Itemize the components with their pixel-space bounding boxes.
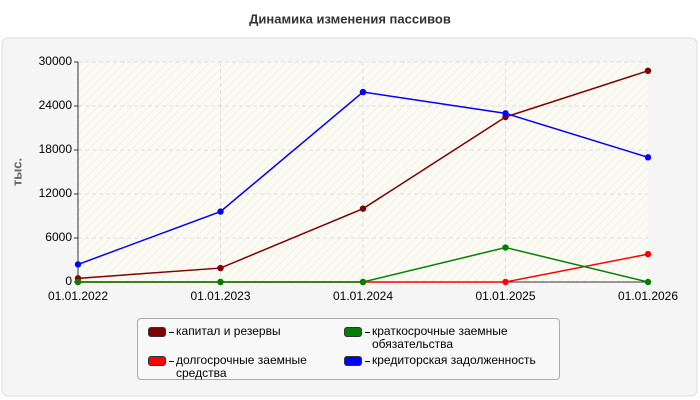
data-point <box>502 278 509 286</box>
legend-dash <box>365 332 370 333</box>
legend-label: капитал и резервы <box>176 324 281 338</box>
legend-dash <box>169 332 174 333</box>
legend-item: кредиторская задолженность <box>344 354 556 380</box>
data-point <box>502 244 509 251</box>
y-tick-label: 24000 <box>39 98 73 112</box>
data-point <box>217 278 224 286</box>
legend-dash <box>169 361 174 362</box>
data-point <box>644 154 652 161</box>
x-tick-label: 01.01.2023 <box>190 289 250 303</box>
data-point <box>217 208 224 215</box>
legend-item: долгосрочные заемные средства <box>148 354 344 380</box>
legend-label: долгосрочные заемные средства <box>176 353 307 380</box>
data-point <box>359 278 367 286</box>
y-tick-label: 18000 <box>39 142 73 156</box>
x-tick-label: 01.01.2025 <box>475 289 535 303</box>
y-tick-label: 6000 <box>45 230 72 244</box>
legend-swatch <box>148 356 166 366</box>
legend-item: краткосрочные заемные обязательства <box>344 325 556 351</box>
x-tick-label: 01.01.2022 <box>48 289 108 303</box>
y-tick-label: 0 <box>65 274 72 288</box>
legend: капитал и резервы краткосрочные заемные о… <box>137 318 560 380</box>
data-point <box>74 261 82 268</box>
chart-title: Динамика изменения пассивов <box>249 11 451 26</box>
data-point <box>644 278 652 286</box>
y-tick-label: 30000 <box>39 54 73 68</box>
y-tick-label: 12000 <box>39 186 73 200</box>
data-point <box>74 278 82 286</box>
data-point <box>644 250 652 258</box>
legend-label: кредиторская задолженность <box>372 353 536 367</box>
data-point <box>502 110 509 117</box>
data-point <box>359 88 367 96</box>
x-tick-label: 01.01.2024 <box>333 289 393 303</box>
data-point <box>359 205 367 212</box>
legend-label: краткосрочные заемные обязательства <box>372 324 508 351</box>
legend-swatch <box>344 327 362 337</box>
y-axis-label: тыс. <box>9 158 24 186</box>
data-point <box>217 264 224 272</box>
legend-item: капитал и резервы <box>148 325 344 351</box>
legend-dash <box>365 361 370 362</box>
x-tick-label: 01.01.2026 <box>618 289 678 303</box>
legend-swatch <box>148 327 166 337</box>
data-point <box>644 67 652 75</box>
legend-swatch <box>344 356 362 366</box>
